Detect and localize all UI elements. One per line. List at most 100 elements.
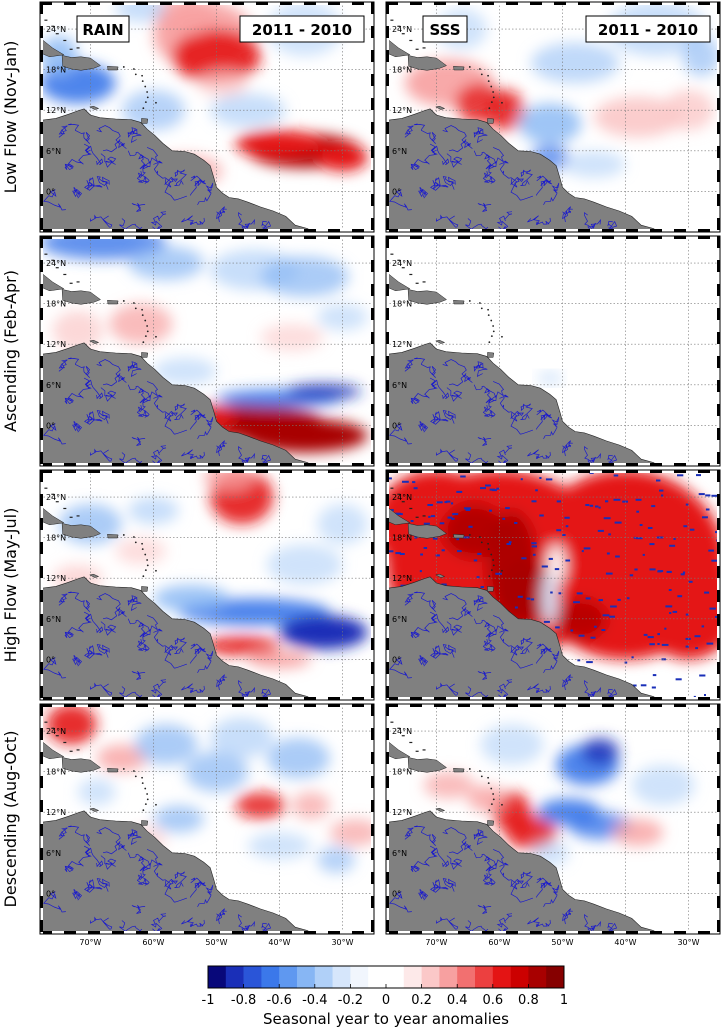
map-panel-rain-row-3: 24°N 18°N 12°N 6°N 0°	[39, 469, 375, 701]
colorbar-tick-label: 0.6	[482, 993, 503, 1008]
latitude-tick-label: 6°N	[392, 615, 407, 624]
longitude-tick-label: 70°W	[79, 938, 101, 947]
longitude-tick-label: 70°W	[425, 938, 447, 947]
latitude-tick-label: 24°N	[392, 727, 412, 736]
latitude-tick-label: 18°N	[392, 66, 412, 75]
longitude-tick-label: 60°W	[142, 938, 164, 947]
latitude-tick-label: 18°N	[46, 534, 66, 543]
svg-text:2011 - 2010: 2011 - 2010	[252, 21, 352, 39]
svg-text:RAIN: RAIN	[82, 21, 123, 39]
map-frame	[385, 1, 721, 233]
colorbar-tick-label: -0.4	[302, 993, 327, 1008]
longitude-tick-label: 30°W	[331, 938, 353, 947]
river-network	[389, 357, 618, 465]
latitude-tick-label: 0°	[392, 421, 401, 430]
colorbar-swatch	[297, 966, 316, 988]
latitude-tick-label: 12°N	[392, 574, 412, 583]
latitude-tick-label: 0°	[46, 655, 55, 664]
colorbar-tick-label: 0.8	[518, 993, 539, 1008]
row-label: Ascending (Feb-Apr)	[1, 270, 20, 432]
longitude-tick-label: 60°W	[488, 938, 510, 947]
map-panel-sss-row-4: 24°N 18°N 12°N 6°N 0°	[385, 703, 721, 935]
panel-period-tag: 2011 - 2010	[239, 15, 365, 43]
anomaly-field	[40, 470, 374, 700]
latitude-tick-label: 24°N	[46, 25, 66, 34]
colorbar-swatch	[421, 966, 440, 988]
latitude-tick-label: 18°N	[392, 300, 412, 309]
latitude-tick-label: 6°N	[392, 381, 407, 390]
colorbar-tick-label: -0.2	[338, 993, 363, 1008]
longitude-tick-label: 40°W	[614, 938, 636, 947]
longitude-tick-label: 50°W	[205, 938, 227, 947]
row-label: Descending (Aug-Oct)	[1, 731, 20, 908]
latitude-tick-label: 6°N	[392, 147, 407, 156]
colorbar-swatch	[368, 966, 387, 988]
colorbar-tick-label: -0.6	[267, 993, 292, 1008]
latitude-tick-label: 6°N	[46, 147, 61, 156]
latitude-tick-label: 0°	[392, 889, 401, 898]
river-network	[43, 357, 272, 465]
latitude-tick-label: 18°N	[392, 768, 412, 777]
latitude-tick-label: 24°N	[392, 493, 412, 502]
map-frame	[385, 235, 721, 467]
latitude-tick-label: 24°N	[392, 25, 412, 34]
latitude-tick-label: 6°N	[392, 849, 407, 858]
map-panel-rain-row-2: 24°N 18°N 12°N 6°N 0°	[39, 235, 375, 467]
latitude-tick-label: 0°	[46, 421, 55, 430]
latitude-tick-label: 6°N	[46, 849, 61, 858]
latitude-tick-label: 6°N	[46, 381, 61, 390]
river-network	[389, 591, 618, 699]
land-mask	[40, 253, 312, 466]
colorbar-tick-label: 1	[560, 993, 568, 1008]
colorbar-tick-label: 0.2	[411, 993, 432, 1008]
map-frame	[385, 703, 721, 935]
river-network	[43, 123, 272, 231]
map-panel-sss-row-1: 24°N 18°N 12°N 6°N 0° SSS 2011 - 2010	[385, 1, 721, 233]
latitude-tick-label: 12°N	[46, 574, 66, 583]
colorbar-tick-label: 0	[382, 993, 390, 1008]
colorbar-swatch	[386, 966, 405, 988]
land-mask	[40, 721, 312, 934]
colorbar-swatch	[314, 966, 333, 988]
row-label: Low Flow (Nov-Jan)	[1, 41, 20, 194]
colorbar-swatch	[492, 966, 511, 988]
colorbar-swatch	[279, 966, 298, 988]
latitude-tick-label: 24°N	[392, 259, 412, 268]
river-network	[43, 591, 272, 699]
map-panels: 24°N 18°N 12°N 6°N 0° RAIN 2011 - 2010 24°N 18°N…	[39, 1, 721, 935]
map-frame	[39, 1, 375, 233]
latitude-tick-label: 18°N	[46, 66, 66, 75]
colorbar-tick-label: -0.8	[231, 993, 256, 1008]
colorbar: -1 -0.8 -0.6 -0.4 -0.2 0 0.2 0.4 0.6 0.8 1 Seasonal…	[202, 965, 568, 1028]
map-panel-rain-row-4: 24°N 18°N 12°N 6°N 0°	[39, 703, 375, 935]
colorbar-swatch	[439, 966, 458, 988]
colorbar-tick-label: -1	[202, 993, 215, 1008]
colorbar-swatch	[225, 966, 244, 988]
latitude-tick-label: 12°N	[46, 340, 66, 349]
colorbar-swatch	[475, 966, 494, 988]
map-frame	[39, 235, 375, 467]
land-mask	[40, 19, 312, 232]
colorbar-swatch	[208, 966, 227, 988]
longitude-tick-label: 40°W	[268, 938, 290, 947]
colorbar-swatch	[510, 966, 529, 988]
anomaly-field	[386, 236, 720, 466]
map-frame	[39, 469, 375, 701]
colorbar-swatch	[457, 966, 476, 988]
svg-text:SSS: SSS	[429, 21, 460, 39]
land-mask	[40, 487, 312, 700]
colorbar-swatch	[332, 966, 351, 988]
panel-variable-tag: RAIN	[76, 15, 130, 43]
land-mask	[386, 721, 658, 934]
colorbar-swatch	[403, 966, 422, 988]
longitude-tick-label: 50°W	[551, 938, 573, 947]
latitude-tick-label: 6°N	[46, 615, 61, 624]
latitude-tick-label: 18°N	[46, 768, 66, 777]
latitude-tick-label: 12°N	[392, 340, 412, 349]
colorbar-tick-label: 0.4	[447, 993, 468, 1008]
latitude-tick-label: 0°	[392, 187, 401, 196]
anomaly-field	[40, 236, 374, 466]
river-network	[389, 825, 618, 933]
latitude-tick-label: 0°	[392, 655, 401, 664]
